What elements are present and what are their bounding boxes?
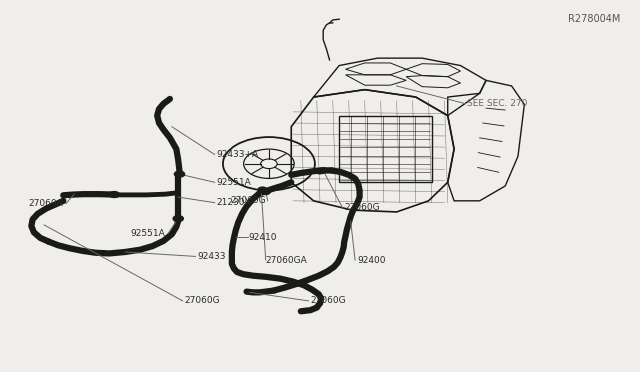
Text: 92400: 92400 [357,256,385,264]
Circle shape [174,171,184,177]
Circle shape [261,189,270,195]
Text: 27060G: 27060G [184,296,220,305]
Text: 92410: 92410 [248,232,277,242]
Text: 27060G: 27060G [344,203,380,212]
Circle shape [258,187,267,192]
Circle shape [173,216,183,222]
Text: 21230X: 21230X [216,198,251,207]
Text: 92551A: 92551A [216,178,252,187]
Bar [339,116,432,182]
Text: 27060G: 27060G [230,196,266,205]
Circle shape [109,192,120,198]
Text: 27060G: 27060G [310,296,346,305]
Text: 27060A: 27060A [29,199,63,208]
Text: 92551A: 92551A [131,229,166,238]
Circle shape [319,168,328,173]
Text: R278004M: R278004M [568,14,620,24]
Text: 92433: 92433 [197,252,226,261]
Text: 92433+A: 92433+A [216,150,259,159]
Text: SEE SEC. 270: SEE SEC. 270 [467,99,527,108]
Circle shape [316,169,324,174]
Text: 27060GA: 27060GA [266,256,307,264]
